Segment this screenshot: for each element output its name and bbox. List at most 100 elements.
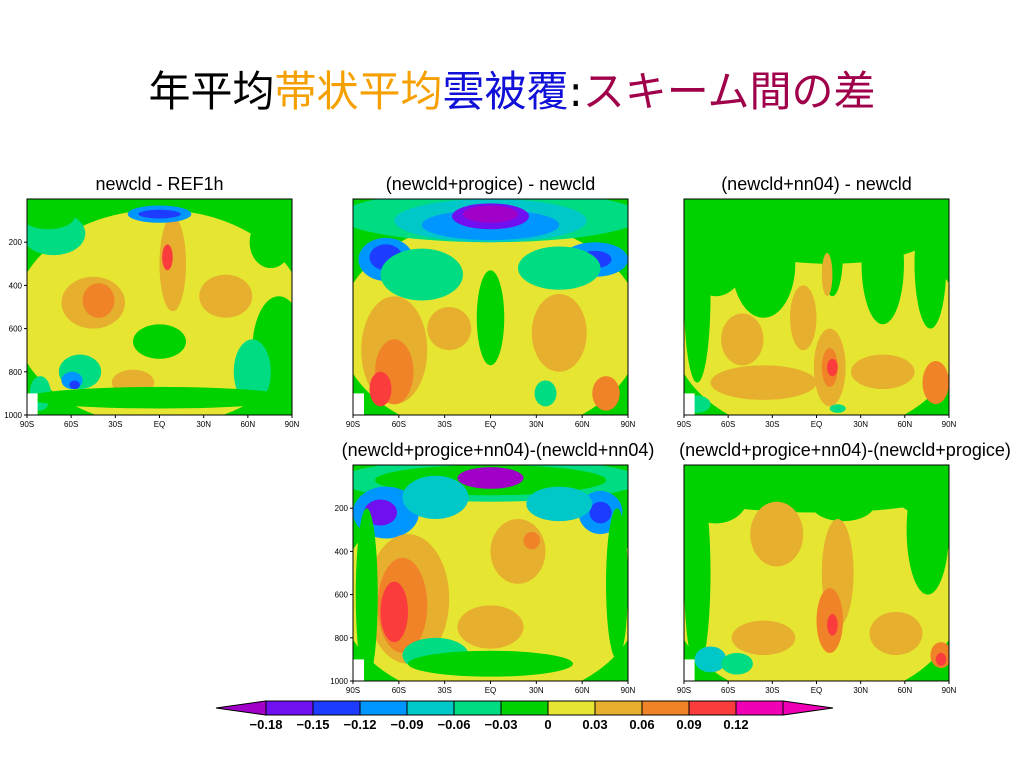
contour-region (534, 380, 557, 407)
title-part-1: 帯状平均 (274, 67, 443, 116)
contour-region (829, 404, 846, 413)
map-panel-1: 90S 60S 30S EQ 30N 60N 90N 200 400 600 800 1000 (4, 198, 300, 429)
contour-region (27, 203, 75, 230)
y-tick-label: 800 (335, 634, 349, 643)
x-tick-label: 60N (575, 686, 590, 695)
contour-region (490, 519, 546, 584)
x-tick-label: 90S (677, 420, 691, 429)
x-tick-label: 30N (529, 420, 544, 429)
colorbar-segment (312, 700, 361, 716)
x-tick-label: 30S (108, 420, 122, 429)
contour-region (463, 205, 518, 223)
colorbar-label: 0.12 (723, 717, 748, 732)
map-panel-2: 90S 60S 30S EQ 30N 60N 90N (346, 198, 636, 429)
x-tick-label: EQ (485, 420, 497, 429)
x-tick-label: 30N (196, 420, 211, 429)
y-tick-label: 600 (9, 325, 23, 334)
x-tick-label: 30N (853, 686, 868, 695)
x-tick-label: 90S (346, 686, 360, 695)
colorbar-over (782, 700, 834, 716)
colorbar-under (215, 700, 267, 716)
missing-data (353, 393, 364, 415)
x-tick-label: 60N (897, 686, 912, 695)
x-tick-label: 60N (897, 420, 912, 429)
y-tick-label: 200 (335, 504, 349, 513)
x-tick-label: 60N (240, 420, 255, 429)
contour-region (408, 650, 573, 677)
contour-region (138, 209, 181, 219)
colorbar-segment (547, 700, 596, 716)
contour-region (518, 246, 601, 290)
contour-region (721, 313, 764, 366)
contour-region (721, 652, 753, 675)
x-tick-label: EQ (485, 686, 497, 695)
colorbar-segment (500, 700, 549, 716)
contour-region (369, 371, 392, 407)
contour-region (402, 475, 469, 519)
colorbar-label: −0.15 (297, 717, 330, 732)
colorbar-segment (688, 700, 737, 716)
contour-region (249, 216, 292, 269)
colorbar-label: 0.09 (676, 717, 701, 732)
x-tick-label: 30S (765, 420, 779, 429)
x-tick-label: 30S (438, 420, 452, 429)
contour-region (355, 508, 378, 681)
contour-region (427, 307, 472, 351)
panel-title-2: (newcld+progice) - newcld (385, 174, 596, 194)
x-tick-label: 60S (392, 420, 406, 429)
contour-field-1 (27, 199, 292, 415)
contour-field-2 (353, 199, 628, 415)
colorbar-segment (265, 700, 314, 716)
colorbar-segment (406, 700, 455, 716)
x-tick-label: 90N (942, 686, 957, 695)
colorbar-segment (641, 700, 690, 716)
contour-region (935, 652, 947, 666)
contour-region (821, 253, 833, 297)
x-tick-label: 30N (529, 686, 544, 695)
panel-title-3: (newcld+nn04) - newcld (721, 174, 912, 194)
colorbar: −0.18 −0.15 −0.12 −0.09 −0.06 −0.03 0 0.03 0.06 0… (215, 700, 834, 732)
y-tick-label: 400 (9, 281, 23, 290)
x-tick-label: 60S (721, 420, 735, 429)
contour-region (750, 501, 804, 567)
contour-region (811, 486, 875, 522)
y-tick-label: 1000 (4, 411, 22, 420)
x-tick-label: 90S (677, 686, 691, 695)
x-tick-label: EQ (811, 420, 823, 429)
contour-region (531, 294, 587, 372)
contour-field-3 (684, 199, 949, 415)
colorbar-label: −0.12 (344, 717, 377, 732)
contour-region (380, 581, 408, 643)
contour-region (457, 605, 524, 649)
x-tick-label: 60S (392, 686, 406, 695)
contour-region (523, 531, 540, 550)
panel-title-5: (newcld+progice+nn04)-(newcld+progice) (679, 440, 1011, 460)
y-tick-label: 800 (9, 368, 23, 377)
contour-region (162, 244, 173, 271)
contour-region (684, 465, 949, 513)
contour-field-5 (684, 465, 949, 681)
x-tick-label: 90S (20, 420, 34, 429)
title-part-3: : (568, 67, 583, 116)
missing-data (684, 659, 695, 681)
colorbar-segment (359, 700, 408, 716)
contour-region (133, 324, 186, 359)
panel-title-1: newcld - REF1h (95, 174, 224, 194)
contour-region (790, 285, 817, 351)
contour-region (710, 365, 817, 400)
contour-region (589, 501, 612, 524)
colorbar-label: −0.03 (485, 717, 518, 732)
contour-region (723, 199, 936, 264)
x-tick-label: 60N (575, 420, 590, 429)
contour-region (233, 339, 271, 405)
x-tick-label: 90N (621, 420, 636, 429)
x-tick-label: 30S (438, 686, 452, 695)
y-tick-label: 200 (9, 238, 23, 247)
contour-region (159, 216, 186, 312)
contour-field-4 (353, 465, 628, 681)
contour-region (476, 270, 505, 366)
map-panel-4: 90S 60S 30S EQ 30N 60N 90N 200 400 600 800 1000 (330, 464, 636, 695)
x-tick-label: 60S (721, 686, 735, 695)
panel-title-4: (newcld+progice+nn04)-(newcld+nn04) (341, 440, 655, 460)
